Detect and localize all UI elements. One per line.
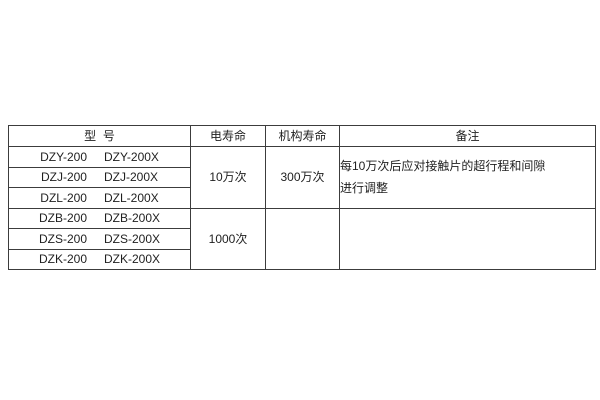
model-name: DZJ-200X xyxy=(103,170,159,185)
model-name: DZS-200 xyxy=(38,231,87,246)
table-row: DZL-200 DZL-200X xyxy=(8,187,596,209)
table-row: DZK-200 DZK-200X xyxy=(8,248,596,270)
model-cell: DZY-200 DZY-200X xyxy=(8,146,191,168)
table-header-row: 型 号 电寿命 机构寿命 备注 xyxy=(8,125,596,147)
model-cell: DZK-200 DZK-200X xyxy=(8,248,191,270)
model-cell: DZS-200 DZS-200X xyxy=(8,228,191,250)
model-name: DZK-200X xyxy=(104,252,161,267)
electrical-life-cell: 1000次 xyxy=(190,207,266,270)
model-name: DZS-200X xyxy=(104,231,161,246)
column-header-mechanism-life: 机构寿命 xyxy=(265,125,340,147)
model-name: DZJ-200 xyxy=(40,170,87,185)
remark-cell-empty xyxy=(339,207,596,270)
model-cell: DZL-200 DZL-200X xyxy=(8,187,191,209)
model-name: DZY-200 xyxy=(40,149,87,164)
remark-line: 每10万次后应对接触片的超行程和间隙 xyxy=(340,159,546,174)
mechanism-life-cell xyxy=(265,207,340,270)
model-cell: DZJ-200 DZJ-200X xyxy=(8,166,191,188)
mechanism-life-cell: 300万次 xyxy=(265,146,340,209)
spec-table-container: 型 号 电寿命 机构寿命 备注 DZY-200 DZY-200X 10万次 30… xyxy=(8,125,596,270)
model-name: DZK-200 xyxy=(38,252,87,267)
column-header-electrical-life: 电寿命 xyxy=(190,125,266,147)
model-name: DZY-200X xyxy=(104,149,159,164)
table-row: DZB-200 DZB-200X 1000次 xyxy=(8,207,596,270)
column-header-model: 型 号 xyxy=(8,125,191,147)
relay-spec-table: 型 号 电寿命 机构寿命 备注 DZY-200 DZY-200X 10万次 30… xyxy=(8,125,596,270)
column-header-remarks: 备注 xyxy=(339,125,596,147)
remark-cell: 每10万次后应对接触片的超行程和间隙 进行调整 xyxy=(339,146,596,209)
model-name: DZL-200X xyxy=(103,190,159,205)
model-name: DZB-200 xyxy=(38,211,87,226)
table-row: DZY-200 DZY-200X 10万次 300万次 每10万次后应对接触片的… xyxy=(8,146,596,209)
model-cell: DZB-200 DZB-200X xyxy=(8,207,191,229)
model-name: DZB-200X xyxy=(104,211,161,226)
remark-line: 进行调整 xyxy=(340,181,389,196)
model-name: DZL-200 xyxy=(40,190,87,205)
electrical-life-cell: 10万次 xyxy=(190,146,266,209)
